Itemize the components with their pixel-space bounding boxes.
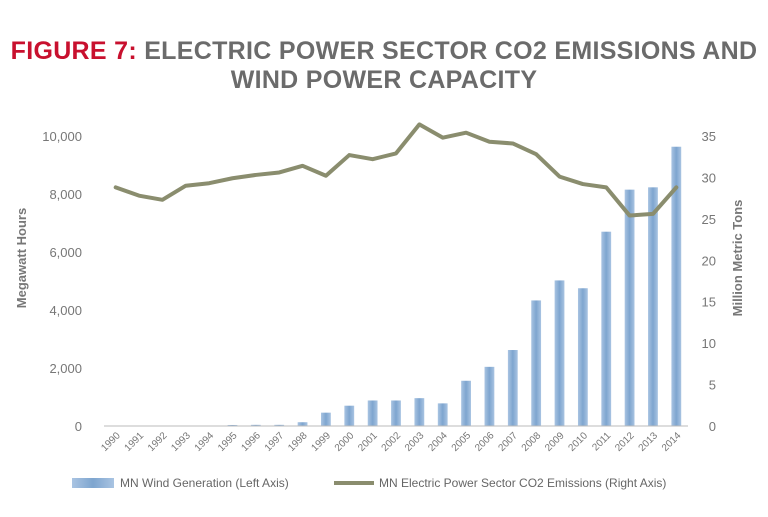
wind-bar-2004	[437, 403, 448, 426]
chart-title-line-1: FIGURE 7: ELECTRIC POWER SECTOR CO2 EMIS…	[0, 37, 768, 66]
right-tick-label: 15	[702, 295, 716, 310]
right-axis-ticks: 0 5 10 15 20 25 30 35	[702, 129, 716, 434]
co2-line-path	[113, 122, 679, 218]
right-axis-label: Million Metric Tons	[730, 200, 745, 317]
wind-bar-2007	[507, 350, 518, 426]
figure-number: FIGURE 7:	[10, 37, 137, 65]
wind-bar-2008	[531, 300, 542, 426]
left-tick-label: 2,000	[49, 361, 82, 376]
x-tick-label: 1995	[216, 430, 240, 454]
wind-bar-2003	[414, 398, 425, 426]
x-tick-label: 2013	[637, 430, 661, 454]
chart-title-line-2: WIND POWER CAPACITY	[230, 66, 538, 94]
left-axis-ticks: 0 2,000 4,000 6,000 8,000 10,000	[42, 129, 82, 434]
x-tick-label: 1990	[99, 430, 123, 454]
x-tick-label: 2008	[520, 430, 544, 454]
x-tick-label: 2007	[496, 430, 520, 454]
x-tick-label: 2005	[450, 430, 474, 454]
right-tick-label: 25	[702, 212, 716, 227]
wind-bar-1995	[227, 424, 238, 426]
right-tick-label: 0	[709, 419, 716, 434]
left-tick-label: 4,000	[49, 303, 82, 318]
co2-emissions-line	[113, 122, 679, 218]
x-tick-label: 2011	[590, 430, 613, 453]
legend-bar-label: MN Wind Generation (Left Axis)	[120, 476, 289, 490]
left-axis-label: Megawatt Hours	[14, 208, 29, 308]
x-tick-label: 2004	[426, 430, 450, 454]
wind-bar-1996	[250, 424, 261, 426]
x-tick-label: 1997	[263, 430, 287, 454]
x-tick-label: 1996	[239, 430, 263, 454]
right-tick-label: 5	[709, 378, 716, 393]
x-axis-ticks: 1990 1991 1992 1993 1994 1995 1996 1997 1998 1999…	[99, 430, 683, 454]
x-tick-label: 1994	[193, 430, 217, 454]
wind-bar-2002	[391, 400, 401, 426]
x-tick-label: 2010	[566, 430, 590, 454]
x-tick-label: 2000	[333, 430, 357, 454]
wind-generation-bars	[204, 146, 682, 427]
x-tick-label: 1992	[146, 430, 170, 454]
x-tick-label: 2014	[660, 430, 684, 454]
wind-bar-2009	[554, 280, 565, 426]
wind-bar-2005	[461, 380, 471, 426]
x-tick-label: 2009	[543, 430, 567, 454]
x-tick-label: 2001	[356, 430, 380, 454]
wind-bar-1997	[274, 424, 285, 426]
wind-bar-2000	[344, 405, 355, 426]
left-tick-label: 8,000	[49, 187, 82, 202]
x-tick-label: 1999	[310, 430, 334, 454]
right-tick-label: 20	[702, 253, 716, 268]
wind-bar-2013	[648, 187, 658, 426]
right-tick-label: 10	[702, 336, 716, 351]
x-tick-label: 1998	[286, 430, 310, 454]
x-tick-label: 1993	[169, 430, 193, 454]
wind-bar-2014	[671, 146, 682, 427]
wind-bar-2006	[484, 366, 495, 426]
left-tick-label: 0	[75, 419, 82, 434]
wind-bar-2011	[601, 231, 612, 426]
legend-line-label: MN Electric Power Sector CO2 Emissions (…	[379, 476, 666, 490]
x-tick-label: 2002	[380, 430, 404, 454]
wind-bar-2010	[577, 288, 588, 426]
right-tick-label: 30	[702, 170, 716, 185]
wind-bar-2001	[367, 400, 378, 426]
chart-title-text: ELECTRIC POWER SECTOR CO2 EMISSIONS AND	[144, 37, 758, 65]
x-tick-label: 1991	[123, 430, 147, 454]
left-tick-label: 10,000	[42, 129, 82, 144]
x-tick-label: 2006	[473, 430, 497, 454]
wind-bar-2012	[624, 189, 635, 426]
x-tick-label: 2012	[613, 430, 637, 454]
left-tick-label: 6,000	[49, 245, 82, 260]
wind-bar-1998	[297, 422, 308, 426]
legend: MN Wind Generation (Left Axis) MN Electr…	[72, 476, 666, 490]
wind-bar-1999	[321, 412, 331, 426]
x-tick-label: 2003	[403, 430, 427, 454]
legend-bar-swatch	[72, 478, 114, 488]
right-tick-label: 35	[702, 129, 716, 144]
